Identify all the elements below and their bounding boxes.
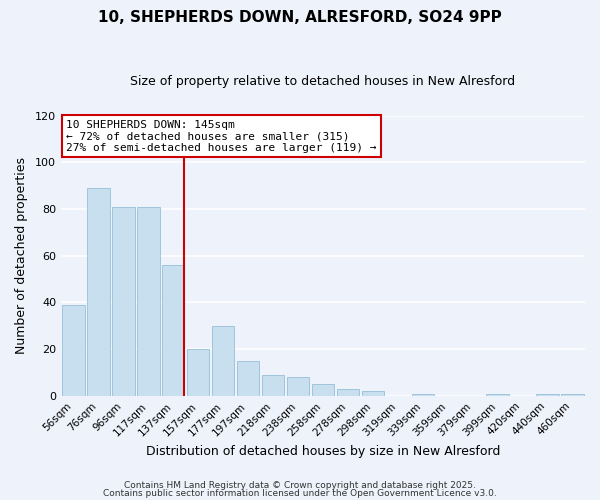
Text: 10 SHEPHERDS DOWN: 145sqm
← 72% of detached houses are smaller (315)
27% of semi: 10 SHEPHERDS DOWN: 145sqm ← 72% of detac… [66,120,377,153]
Bar [212,326,235,396]
X-axis label: Distribution of detached houses by size in New Alresford: Distribution of detached houses by size … [146,444,500,458]
Title: Size of property relative to detached houses in New Alresford: Size of property relative to detached ho… [130,75,515,88]
Bar [536,394,559,396]
Bar [137,206,160,396]
Text: Contains public sector information licensed under the Open Government Licence v3: Contains public sector information licen… [103,488,497,498]
Bar [362,391,384,396]
Y-axis label: Number of detached properties: Number of detached properties [15,157,28,354]
Bar [487,394,509,396]
Bar [162,265,184,396]
Bar [112,206,134,396]
Text: Contains HM Land Registry data © Crown copyright and database right 2025.: Contains HM Land Registry data © Crown c… [124,481,476,490]
Bar [237,361,259,396]
Bar [62,304,85,396]
Bar [337,389,359,396]
Bar [561,394,584,396]
Bar [412,394,434,396]
Bar [87,188,110,396]
Bar [312,384,334,396]
Bar [287,377,309,396]
Text: 10, SHEPHERDS DOWN, ALRESFORD, SO24 9PP: 10, SHEPHERDS DOWN, ALRESFORD, SO24 9PP [98,10,502,25]
Bar [187,349,209,396]
Bar [262,375,284,396]
